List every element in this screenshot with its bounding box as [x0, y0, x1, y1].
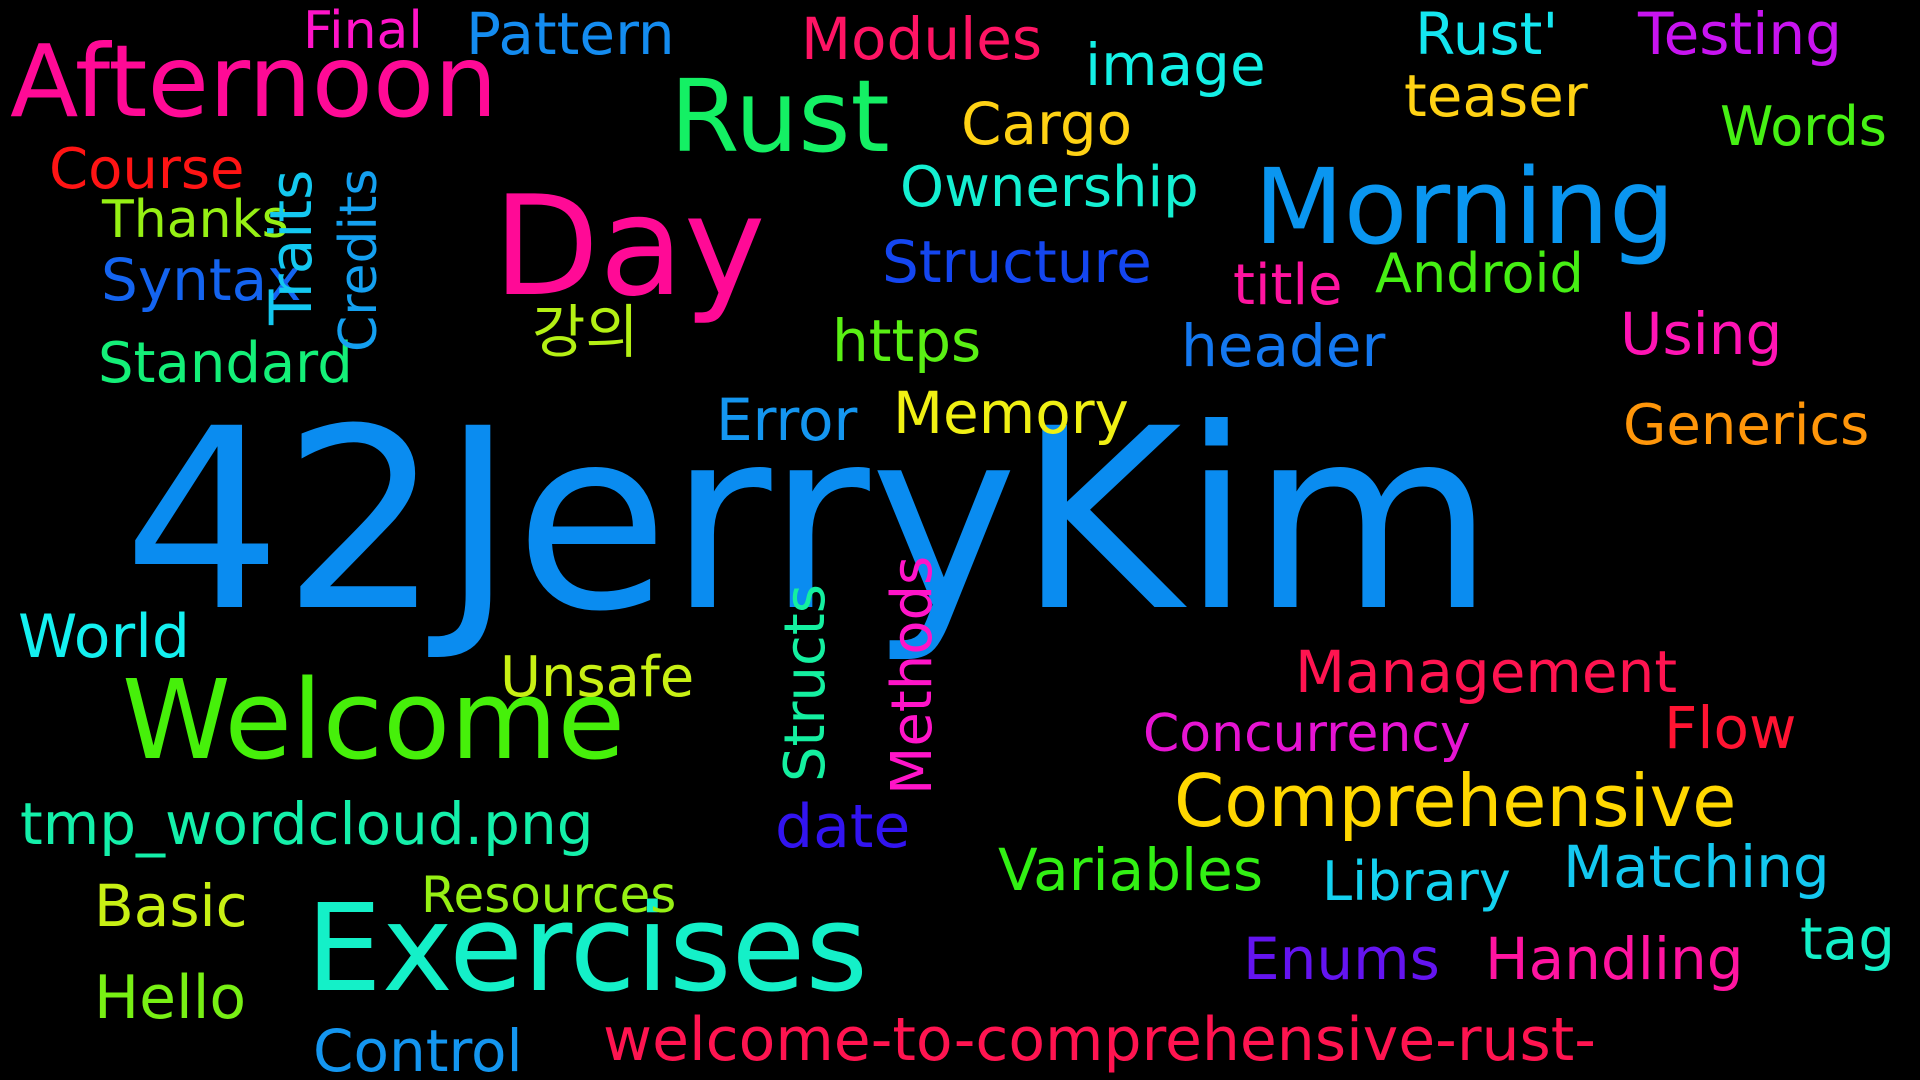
word-credits: Credits — [329, 168, 389, 352]
word-using: Using — [1620, 300, 1783, 368]
word-generics: Generics — [1623, 393, 1870, 458]
word-structure: Structure — [882, 228, 1152, 296]
word-flow: Flow — [1664, 694, 1797, 762]
word-library: Library — [1322, 850, 1511, 913]
word-management: Management — [1295, 638, 1678, 706]
word-world: World — [18, 602, 190, 672]
word-https: https — [832, 307, 982, 375]
word-welcome: Welcome — [122, 656, 626, 784]
word-afternoon: Afternoon — [10, 23, 498, 140]
word-resources: Resources — [421, 866, 677, 924]
word-ownership: Ownership — [900, 155, 1199, 220]
word-basic: Basic — [94, 872, 248, 940]
word-error: Error — [716, 386, 858, 454]
word-header: header — [1181, 312, 1386, 380]
word-pattern: Pattern — [466, 0, 675, 68]
word-testing: Testing — [1638, 0, 1842, 68]
word-unsafe: Unsafe — [500, 645, 695, 710]
word-syntax: Syntax — [101, 246, 302, 314]
word-42jerrykim: 42JerryKim — [123, 375, 1495, 666]
word-rust: Rust — [670, 58, 890, 175]
word-korean-lecture: 강의 — [532, 298, 639, 366]
word-structs: Structs — [773, 584, 838, 782]
word-variables: Variables — [998, 836, 1264, 904]
word-android: Android — [1375, 242, 1584, 305]
word-enums: Enums — [1243, 925, 1440, 993]
word-tag: tag — [1800, 905, 1896, 973]
word-date: date — [775, 792, 911, 862]
word-concurrency: Concurrency — [1143, 704, 1471, 764]
word-traits: Traits — [257, 169, 325, 325]
word-hello: Hello — [94, 963, 247, 1033]
word-methods: Methods — [880, 555, 945, 795]
word-words: Words — [1720, 95, 1887, 158]
word-morning: Morning — [1254, 146, 1676, 268]
word-modules: Modules — [801, 5, 1043, 73]
word-handling: Handling — [1485, 925, 1744, 993]
word-control: Control — [313, 1017, 523, 1080]
word-comprehensive: Comprehensive — [1174, 759, 1737, 843]
word-day: Day — [493, 166, 766, 327]
word-matching: Matching — [1563, 833, 1830, 901]
word-final: Final — [303, 1, 423, 61]
word-image: image — [1085, 31, 1266, 99]
word-teaser: teaser — [1404, 62, 1588, 130]
word-welcome-to-comprehensive-rust: welcome-to-comprehensive-rust- — [603, 1005, 1596, 1075]
word-memory: Memory — [893, 379, 1129, 447]
word-title: title — [1233, 253, 1343, 318]
word-exercises: Exercises — [306, 880, 868, 1019]
word-tmp-wordcloud-png: tmp_wordcloud.png — [20, 790, 594, 858]
word-thanks: Thanks — [102, 190, 289, 250]
word-cargo: Cargo — [961, 90, 1133, 158]
word-standard: Standard — [98, 331, 353, 396]
word-rust-quote: Rust' — [1415, 0, 1559, 68]
word-course: Course — [49, 137, 245, 202]
